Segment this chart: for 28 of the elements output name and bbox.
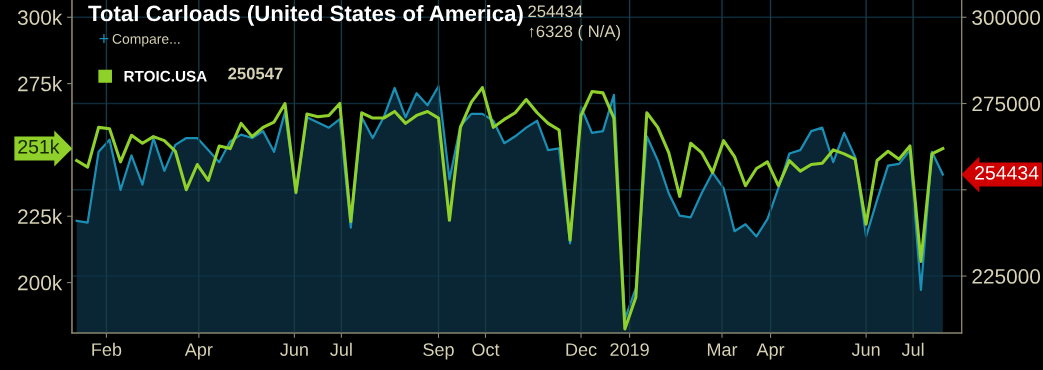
annotation: 250547 (228, 67, 283, 80)
annotation: 254434 (528, 5, 583, 18)
x-tick-label: 2019 (610, 343, 649, 356)
x-tick-label: Dec (566, 343, 597, 356)
annotation: Compare... (112, 34, 180, 47)
y2-tick-label: 300000 (972, 10, 1041, 26)
y-tick-label: 300k (17, 9, 63, 25)
x-tick-label: Jul (330, 342, 352, 356)
y-tick-label: 275k (18, 76, 63, 92)
x-tick-label: Mar (707, 343, 738, 356)
legend-label: RTOIC.USA (124, 70, 207, 82)
x-tick-label: Apr (756, 343, 785, 360)
text: 254434 (975, 165, 1039, 180)
x-tick-label: Feb (92, 342, 122, 356)
y-tick-label: 225k (18, 208, 63, 224)
annotation: ↑6328 ( N/A) (529, 24, 620, 41)
chart-title: Total Carloads (United States of America) (88, 5, 523, 26)
x-tick-label: Jun (280, 343, 308, 356)
y2-tick-label: 225000 (972, 269, 1041, 284)
annotation: + (99, 34, 109, 43)
x-tick-label: Oct (472, 343, 500, 356)
x-tick-label: Jun (851, 343, 880, 356)
x-tick-label: Sep (423, 343, 454, 360)
y2-tick-label: 275000 (972, 96, 1041, 112)
x-tick-label: Jul (901, 342, 924, 356)
text: 251k (18, 139, 60, 154)
x-tick-label: Apr (184, 343, 213, 360)
y-tick-label: 200k (18, 275, 63, 291)
